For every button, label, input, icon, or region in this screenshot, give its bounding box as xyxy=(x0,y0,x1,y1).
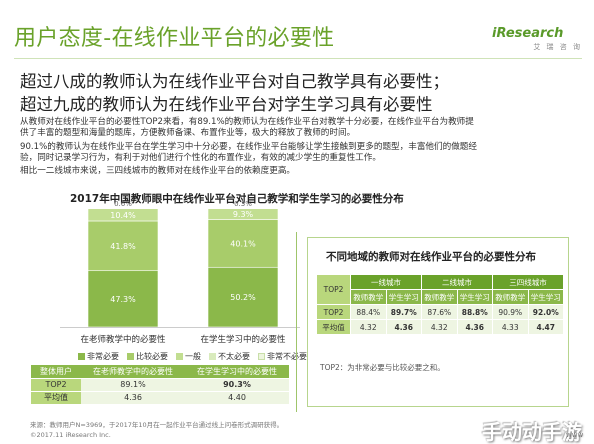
table-cell: 90.9% xyxy=(492,304,529,320)
bar-value-label: 50.2% xyxy=(230,293,256,302)
row-label: 平均值 xyxy=(31,391,81,405)
table-header-cell: 在老师教学中的必要性 xyxy=(81,365,185,379)
table-row: TOP2 89.1% 90.3% xyxy=(31,378,289,392)
bar-value-label: 10.4% xyxy=(110,211,136,220)
source-note: 来源：教师用户N=3969，于2017年10月在一起作业平台通过线上问卷形式调研… xyxy=(30,421,284,429)
subcolumn-header: 教师教学 xyxy=(421,289,458,305)
category-label: 在学生学习中的必要性 xyxy=(200,334,286,345)
legend-swatch xyxy=(258,353,265,360)
regional-table: TOP2 一线城市 二线城市 三四线城市 教师教学 学生学习 教师教学 学生学习… xyxy=(316,274,564,335)
description-line: 供了丰富的题型和海量的题库，方便教师备课、布置作业等，极大的释放了教师的时间。 xyxy=(20,128,356,138)
table-cell: 88.8% xyxy=(456,304,493,320)
bar-top-label: 0.3% xyxy=(234,200,252,208)
row-label: TOP2 xyxy=(31,378,81,392)
description-line: 相比一二线城市来说，三四线城市的教师对在线作业平台的依赖度更高。 xyxy=(20,166,296,176)
logo-subtext: 艾 瑞 咨 询 xyxy=(533,43,582,51)
bar-segment-比较必要 xyxy=(207,219,279,268)
page-marker: www xyxy=(566,431,584,439)
row-label: TOP2 xyxy=(316,274,351,305)
row-label: 平均值 xyxy=(316,319,351,335)
table-subheader-row: 教师教学 学生学习 教师教学 学生学习 教师教学 学生学习 xyxy=(317,289,564,305)
subtitle-learning: 超过九成的教师认为在线作业平台对学生学习具有必要性 xyxy=(20,95,433,114)
title-divider xyxy=(14,58,582,59)
legend-item: 非常不必要 xyxy=(258,351,307,362)
subcolumn-header: 教师教学 xyxy=(350,289,387,305)
legend-swatch xyxy=(209,353,216,360)
table-cell: 88.4% xyxy=(350,304,387,320)
table-cell: 87.6% xyxy=(421,304,458,320)
table-cell: 89.1% xyxy=(81,378,185,392)
legend-label: 比较必要 xyxy=(136,352,168,361)
table-cell: 4.47 xyxy=(527,319,564,335)
legend-label: 一般 xyxy=(185,352,201,361)
bar-segment-非常不必要 xyxy=(207,207,279,209)
table-cell: 4.36 xyxy=(81,391,185,405)
description-line: 从教师对在线作业平台的必要性TOP2来看，有89.1%的教师认为在线作业平台对教… xyxy=(20,117,474,127)
iresearch-logo: iResearch 艾 瑞 咨 询 xyxy=(492,26,582,52)
site-watermark: 手动动手游 xyxy=(482,420,582,444)
legend-item: 非常必要 xyxy=(78,351,119,362)
legend-label: 非常不必要 xyxy=(267,352,307,361)
bar-segment-非常必要 xyxy=(87,270,159,328)
description-line: 90.1%的教师认为在线作业平台在学生学习中十分必要，在线作业平台能够让学生接触… xyxy=(20,142,477,152)
region-header: 一线城市 xyxy=(350,274,422,290)
legend-swatch xyxy=(78,353,85,360)
table-cell: 4.32 xyxy=(350,319,387,335)
table-header-row: 整体用户 在老师教学中的必要性 在学生学习中的必要性 xyxy=(31,365,289,379)
category-label: 在老师教学中的必要性 xyxy=(80,334,166,345)
row-label: TOP2 xyxy=(316,304,351,320)
bar-value-label: 9.3% xyxy=(233,210,254,219)
table-cell: 4.36 xyxy=(385,319,422,335)
regional-table-title: 不同地域的教师对在线作业平台的必要性分布 xyxy=(326,251,536,263)
region-header: 二线城市 xyxy=(421,274,493,290)
subcolumn-header: 学生学习 xyxy=(527,289,564,305)
bar-segment-非常不必要 xyxy=(87,207,159,209)
bar-value-label: 41.8% xyxy=(110,242,136,251)
logo-text: iResearch xyxy=(492,26,564,41)
bar-top-label: 0.6% xyxy=(114,200,132,208)
table-cell: 92.0% xyxy=(527,304,564,320)
table-cell: 4.33 xyxy=(492,319,529,335)
overall-summary-table: 整体用户 在老师教学中的必要性 在学生学习中的必要性 TOP2 89.1% 90… xyxy=(31,365,289,405)
table-header-row: TOP2 一线城市 二线城市 三四线城市 xyxy=(316,274,564,305)
regional-panel: 不同地域的教师对在线作业平台的必要性分布 TOP2 一线城市 二线城市 三四线城… xyxy=(307,237,569,407)
table-row: TOP2 88.4% 89.7% 87.6% 88.8% 90.9% 92.0% xyxy=(316,304,564,320)
stacked-chart-title: 2017年中国教师眼中在线作业平台对自己教学和学生学习的必要性分布 xyxy=(70,193,404,205)
bar-segment-非常必要 xyxy=(207,266,279,328)
legend-item: 不太必要 xyxy=(209,351,250,362)
region-header: 三四线城市 xyxy=(492,274,564,290)
bar-value-label: 40.1% xyxy=(230,239,256,248)
legend-swatch xyxy=(176,353,183,360)
subtitle-teaching: 超过八成的教师认为在线作业平台对自己教学具有必要性； xyxy=(20,72,449,91)
legend-swatch xyxy=(127,353,134,360)
table-cell: 4.36 xyxy=(456,319,493,335)
top2-note: TOP2：为非常必要与比较必要之和。 xyxy=(320,363,445,372)
legend-label: 非常必要 xyxy=(87,352,119,361)
table-cell: 4.32 xyxy=(421,319,458,335)
page-title: 用户态度-在线作业平台的必要性 xyxy=(14,26,335,51)
bar-value-label: 47.3% xyxy=(110,295,136,304)
legend-label: 不太必要 xyxy=(218,352,250,361)
table-row: 平均值 4.36 4.40 xyxy=(31,391,289,405)
table-header-cell: 在学生学习中的必要性 xyxy=(185,365,289,379)
section-divider xyxy=(296,232,297,412)
subcolumn-header: 学生学习 xyxy=(456,289,493,305)
chart-legend: 非常必要 比较必要 一般 不太必要 非常不必要 xyxy=(78,351,307,362)
description-line: 验，同时记录学习行为，有利于对他们进行个性化的布置作业，有效的减少学生的重复性工… xyxy=(20,153,381,163)
table-header-cell: 整体用户 xyxy=(31,365,81,379)
legend-item: 比较必要 xyxy=(127,351,168,362)
table-cell: 89.7% xyxy=(385,304,422,320)
legend-item: 一般 xyxy=(176,351,201,362)
table-row: 平均值 4.32 4.36 4.32 4.36 4.33 4.47 xyxy=(316,319,564,335)
subcolumn-header: 学生学习 xyxy=(385,289,422,305)
copyright: ©2017.11 iResearch Inc. xyxy=(30,431,111,439)
table-cell: 90.3% xyxy=(185,378,289,392)
bar-segment-比较必要 xyxy=(87,220,159,272)
table-cell: 4.40 xyxy=(185,391,289,405)
subcolumn-header: 教师教学 xyxy=(492,289,529,305)
